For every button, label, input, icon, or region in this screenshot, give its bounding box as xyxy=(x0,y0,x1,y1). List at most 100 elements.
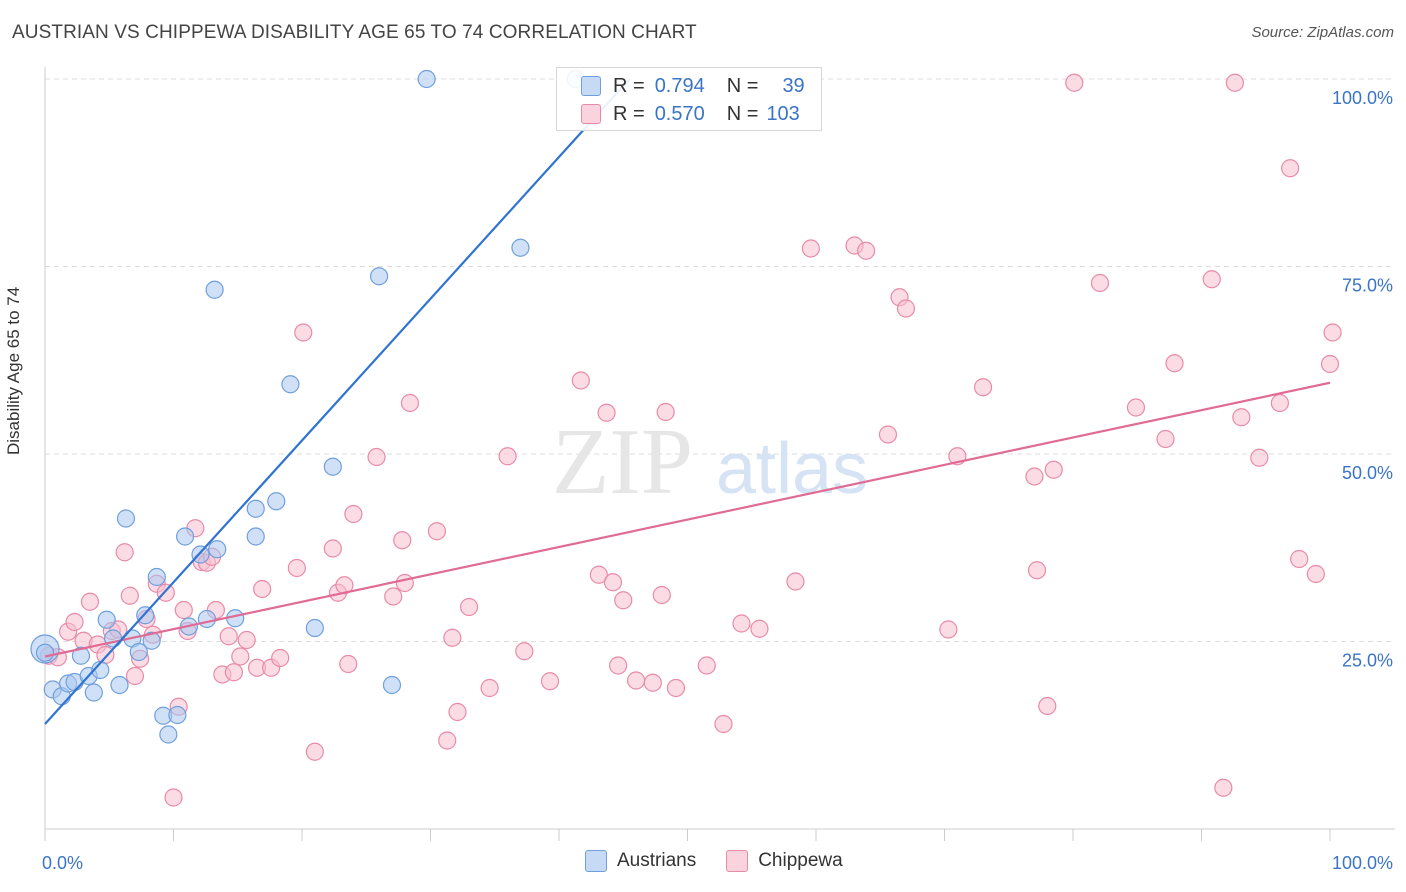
chart-title: AUSTRIAN VS CHIPPEWA DISABILITY AGE 65 T… xyxy=(12,22,697,43)
chippewa-point xyxy=(1320,354,1340,374)
austrians-point xyxy=(97,610,116,629)
chippewa-point xyxy=(656,402,675,422)
chippewa-point xyxy=(1065,73,1084,92)
chippewa-point xyxy=(323,539,342,558)
chippewa-point xyxy=(896,299,916,318)
legend-r-value: 0.570 xyxy=(654,102,705,125)
chippewa-point xyxy=(443,628,462,647)
chippewa-point xyxy=(80,592,100,611)
legend-n-label: N = xyxy=(726,74,759,97)
austrians-point xyxy=(208,540,227,559)
chippewa-point xyxy=(339,654,358,674)
x-tick-label: 0.0% xyxy=(42,853,83,873)
austrians-point xyxy=(281,375,300,394)
legend-r-value: 0.794 xyxy=(654,74,705,97)
chippewa-point xyxy=(786,572,805,591)
chippewa-point xyxy=(589,565,608,584)
chippewa-point xyxy=(400,393,420,413)
chippewa-point xyxy=(714,714,733,734)
austrians-point xyxy=(246,527,265,546)
chippewa-point xyxy=(609,656,628,675)
chippewa-point xyxy=(515,642,534,661)
chippewa-point xyxy=(1270,393,1289,413)
austrians-point xyxy=(116,509,136,528)
chippewa-point xyxy=(614,591,633,610)
chippewa-point xyxy=(1250,448,1269,467)
chippewa-point xyxy=(571,371,590,390)
chippewa-point xyxy=(125,666,145,686)
chippewa-point xyxy=(973,378,993,397)
chippewa-point xyxy=(164,788,183,807)
chippewa-point xyxy=(459,597,479,617)
chippewa-point xyxy=(801,239,820,258)
chippewa-point xyxy=(294,323,313,342)
chippewa-point xyxy=(697,656,716,675)
tick-labels: 25.0% 50.0% 75.0% 100.0% 0.0% 100.0% xyxy=(42,88,1393,873)
chippewa-point xyxy=(120,586,139,605)
chippewa-point xyxy=(540,672,560,691)
chippewa-point xyxy=(857,241,876,260)
austrians-point xyxy=(104,629,123,648)
chippewa-point xyxy=(939,620,958,639)
austrians-point xyxy=(305,618,324,638)
y-tick-label: 75.0% xyxy=(1342,276,1393,296)
chippewa-swatch xyxy=(581,104,601,124)
chippewa-point xyxy=(367,447,386,467)
series-chippewa xyxy=(39,73,1342,807)
legend-n-value: 39 xyxy=(782,74,805,97)
watermark: ZIP atlas xyxy=(552,410,868,514)
legend-item-chippewa[interactable]: Chippewa xyxy=(726,850,843,872)
chippewa-point xyxy=(384,587,403,606)
y-axis-label: Disability Age 65 to 74 xyxy=(4,286,23,455)
chippewa-point xyxy=(271,648,290,668)
austrians-point xyxy=(323,457,342,476)
chippewa-point xyxy=(1232,408,1251,427)
chippewa-point xyxy=(1281,159,1300,178)
chippewa-swatch xyxy=(726,850,749,872)
chippewa-point xyxy=(237,630,256,650)
austrians-point xyxy=(71,646,91,665)
chippewa-point xyxy=(597,403,616,422)
austrians-point xyxy=(110,675,129,695)
chippewa-point xyxy=(1225,73,1245,92)
watermark-zip: ZIP xyxy=(552,410,693,514)
legend-label-chippewa: Chippewa xyxy=(758,850,843,871)
chippewa-point xyxy=(1323,323,1342,342)
stats-legend: R = 0.794 N = 39 R = 0.570 N = 103 xyxy=(556,67,822,131)
chippewa-point xyxy=(1038,696,1057,716)
austrians-point xyxy=(246,499,265,518)
chippewa-point xyxy=(626,671,646,690)
legend-row-austrians: R = 0.794 N = 39 xyxy=(581,73,805,99)
chippewa-point xyxy=(1090,273,1110,293)
chippewa-point xyxy=(395,573,414,593)
chippewa-point xyxy=(219,627,238,646)
legend-item-austrians[interactable]: Austrians xyxy=(585,850,696,872)
austrians-trend-line xyxy=(44,78,631,725)
trend-lines xyxy=(44,78,1331,725)
chippewa-trend-line xyxy=(44,381,1331,658)
legend-row-chippewa: R = 0.570 N = 103 xyxy=(581,101,800,127)
chippewa-point xyxy=(1044,460,1063,479)
austrians-point xyxy=(382,675,402,695)
legend-r-label: R = xyxy=(613,102,645,125)
chippewa-point xyxy=(1290,549,1309,569)
chippewa-point xyxy=(1306,564,1325,584)
chippewa-point xyxy=(1214,778,1233,797)
chippewa-point xyxy=(305,742,324,761)
austrians-point xyxy=(175,527,195,546)
austrians-point xyxy=(159,725,178,744)
gridlines xyxy=(45,78,1395,642)
legend-n-label: N = xyxy=(726,102,759,125)
y-tick-label: 100.0% xyxy=(1332,88,1393,108)
austrians-swatch xyxy=(585,850,607,872)
austrians-point xyxy=(370,267,389,286)
chippewa-point xyxy=(448,702,467,722)
chippewa-point xyxy=(427,522,447,541)
series-legend: Austrians Chippewa xyxy=(585,850,873,872)
chippewa-point xyxy=(732,614,751,633)
austrians-point xyxy=(147,567,166,587)
chippewa-point xyxy=(231,647,250,666)
chart-source: Source: ZipAtlas.com xyxy=(1251,24,1394,41)
legend-n-value: 103 xyxy=(766,102,800,125)
